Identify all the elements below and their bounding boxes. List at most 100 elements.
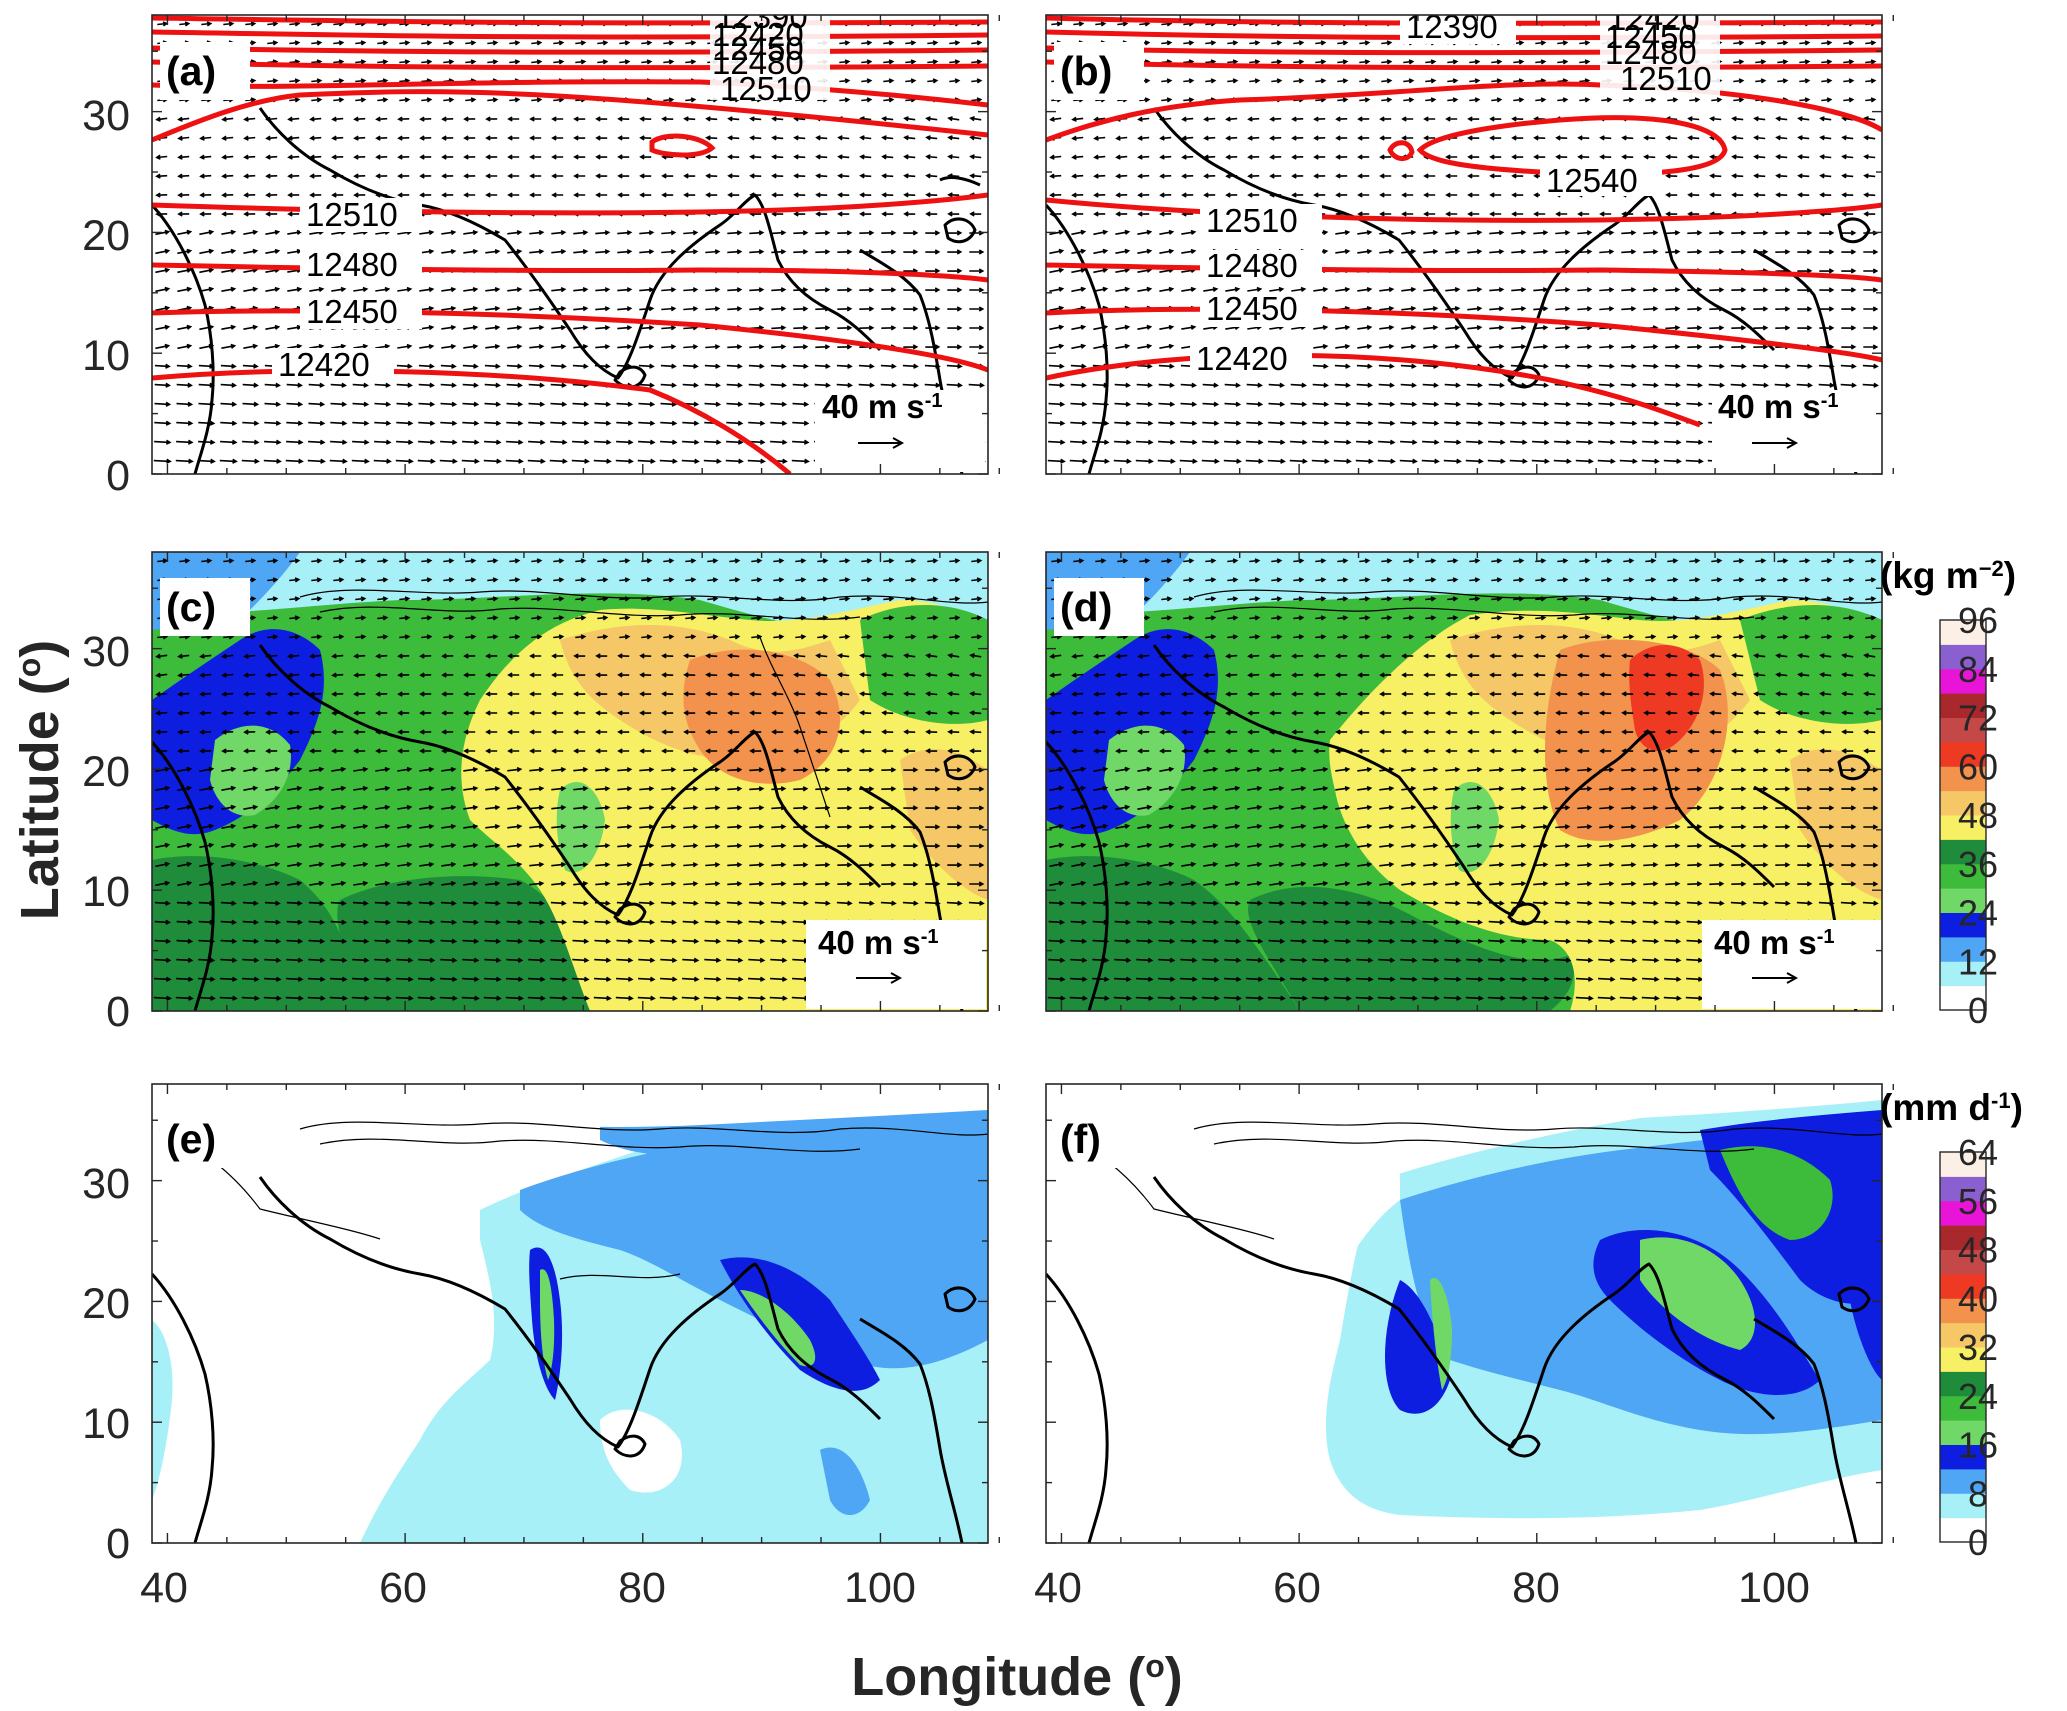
colorbar-swatch <box>1940 1176 1986 1202</box>
colorbar-tick-label: 48 <box>1958 1230 1998 1271</box>
colorbar-swatch <box>1940 1371 1986 1397</box>
colorbar-swatch <box>1940 961 1986 987</box>
svg-text:20: 20 <box>82 1280 130 1328</box>
colorbar-swatch <box>1940 1517 1986 1543</box>
svg-text:0: 0 <box>106 1520 130 1568</box>
coastline-d <box>1046 589 1882 1011</box>
svg-text:80: 80 <box>618 1564 666 1612</box>
panel-b: 40 m s-1 (b) 12390 12420 12450 12480 125… <box>1045 0 1883 475</box>
x-axis-title: Longitude (o) <box>851 1647 1182 1707</box>
y-axis-title: Latitude (o) <box>10 640 70 921</box>
colorbar-swatch <box>1940 1249 1986 1275</box>
lon-tick-labels: 40 60 80 100 40 60 80 100 <box>140 1564 1810 1612</box>
colorbar-swatch <box>1940 936 1986 962</box>
colorbar-swatch <box>1940 1493 1986 1519</box>
svg-text:12510: 12510 <box>1206 202 1298 239</box>
colorbar-precip-swatches <box>1940 1152 1986 1543</box>
panel-tag-b: (b) <box>1060 48 1112 94</box>
colorbar-swatch <box>1940 1444 1986 1470</box>
contour-labels-a: 12390 12420 12450 12480 12510 12510 1248… <box>272 0 830 383</box>
svg-text:12420: 12420 <box>1196 340 1288 377</box>
colorbar-precip-unit: (mm d-1) <box>1880 1087 2023 1128</box>
wind-scale-label-c: 40 m s-1 <box>818 924 939 961</box>
panel-e: (e) <box>151 1083 989 1544</box>
colorbar-tick-label: 40 <box>1958 1278 1998 1319</box>
colorbar-tick-label: 16 <box>1958 1425 1998 1466</box>
colorbar-swatch <box>1940 1273 1986 1299</box>
colorbar-precip-labels: 0 8 16 24 32 40 48 56 64 <box>1958 1132 1998 1563</box>
svg-text:12450: 12450 <box>1605 18 1697 55</box>
svg-text:12420: 12420 <box>278 346 370 383</box>
panel-tag-f: (f) <box>1060 1116 1101 1162</box>
colorbar-swatch <box>1940 1347 1986 1372</box>
colorbar-swatch <box>1940 1152 1986 1177</box>
svg-text:12480: 12480 <box>712 44 804 81</box>
colorbar-swatch <box>1940 1395 1986 1421</box>
wind-scale-label-a: 40 m s-1 <box>822 388 943 425</box>
colorbar-tick-label: 24 <box>1958 1376 1998 1417</box>
svg-text:0: 0 <box>106 452 130 500</box>
colorbar-tick-label: 60 <box>1958 746 1998 787</box>
colorbar-vapor: (kg m−2) 0 12 24 36 48 60 72 84 96 <box>1880 555 2016 1031</box>
colorbar-tick-label: 12 <box>1958 941 1998 982</box>
colorbar-swatch <box>1940 912 1986 938</box>
svg-text:0: 0 <box>106 988 130 1036</box>
colorbar-swatch <box>1940 839 1986 865</box>
colorbar-tick-label: 56 <box>1958 1181 1998 1222</box>
colorbar-tick-label: 36 <box>1958 844 1998 885</box>
svg-text:12540: 12540 <box>1546 162 1638 199</box>
colorbar-swatch <box>1940 1420 1986 1445</box>
colorbar-tick-label: 72 <box>1958 698 1998 739</box>
colorbar-swatch <box>1940 1322 1986 1348</box>
panel-c: 40 m s-1 (c) <box>151 551 989 1012</box>
panel-tag-c: (c) <box>166 584 216 630</box>
colorbar-swatch <box>1940 1200 1986 1226</box>
tick-marks <box>152 15 1894 1544</box>
colorbar-tick-label: 0 <box>1968 990 1988 1031</box>
svg-text:30: 30 <box>82 1160 130 1208</box>
colorbar-swatch <box>1940 1225 1986 1250</box>
colorbar-swatch <box>1940 668 1986 694</box>
svg-text:100: 100 <box>1738 1564 1810 1612</box>
panel-a: 40 m s-1 (a) 12390 12420 12450 12480 125… <box>151 0 989 475</box>
colorbar-swatch <box>1940 693 1986 718</box>
colorbar-swatch <box>1940 1298 1986 1324</box>
colorbar-swatch <box>1940 766 1986 792</box>
svg-text:60: 60 <box>379 1564 427 1612</box>
svg-text:12480: 12480 <box>1605 34 1697 71</box>
svg-text:60: 60 <box>1273 1564 1321 1612</box>
svg-text:30: 30 <box>82 92 130 140</box>
svg-text:40: 40 <box>140 1564 188 1612</box>
colorbar-tick-label: 8 <box>1968 1473 1988 1514</box>
colorbar-swatch <box>1940 790 1986 816</box>
svg-text:12510: 12510 <box>1620 60 1712 97</box>
colorbar-swatch <box>1940 985 1986 1011</box>
colorbar-tick-label: 64 <box>1958 1132 1998 1173</box>
coastline-f <box>1046 1121 1882 1543</box>
colorbar-vapor-unit: (kg m−2) <box>1880 555 2016 596</box>
svg-text:12510: 12510 <box>720 70 812 107</box>
svg-text:12420: 12420 <box>712 16 804 53</box>
colorbar-swatch <box>1940 620 1986 645</box>
svg-text:12480: 12480 <box>306 246 398 283</box>
panel-d: 40 m s-1 (d) <box>1045 551 1883 1012</box>
svg-text:12510: 12510 <box>306 196 398 233</box>
wind-scale-label-b: 40 m s-1 <box>1718 388 1839 425</box>
colorbar-swatch <box>1940 644 1986 670</box>
svg-text:10: 10 <box>82 868 130 916</box>
colorbar-swatch <box>1940 888 1986 913</box>
colorbar-tick-label: 24 <box>1958 893 1998 934</box>
svg-text:12390: 12390 <box>716 0 808 35</box>
contour-labels-b: 12390 12420 12450 12480 12510 12540 1251… <box>1190 0 1720 377</box>
svg-text:12450: 12450 <box>1206 290 1298 327</box>
panel-tag-d: (d) <box>1060 584 1112 630</box>
svg-text:10: 10 <box>82 332 130 380</box>
svg-text:12450: 12450 <box>712 30 804 67</box>
colorbar-vapor-swatches <box>1940 620 1986 1011</box>
panel-f: (f) <box>1045 1083 1883 1544</box>
svg-text:12420: 12420 <box>1608 0 1700 37</box>
svg-text:20: 20 <box>82 212 130 260</box>
colorbar-swatch <box>1940 815 1986 840</box>
svg-text:40: 40 <box>1034 1564 1082 1612</box>
